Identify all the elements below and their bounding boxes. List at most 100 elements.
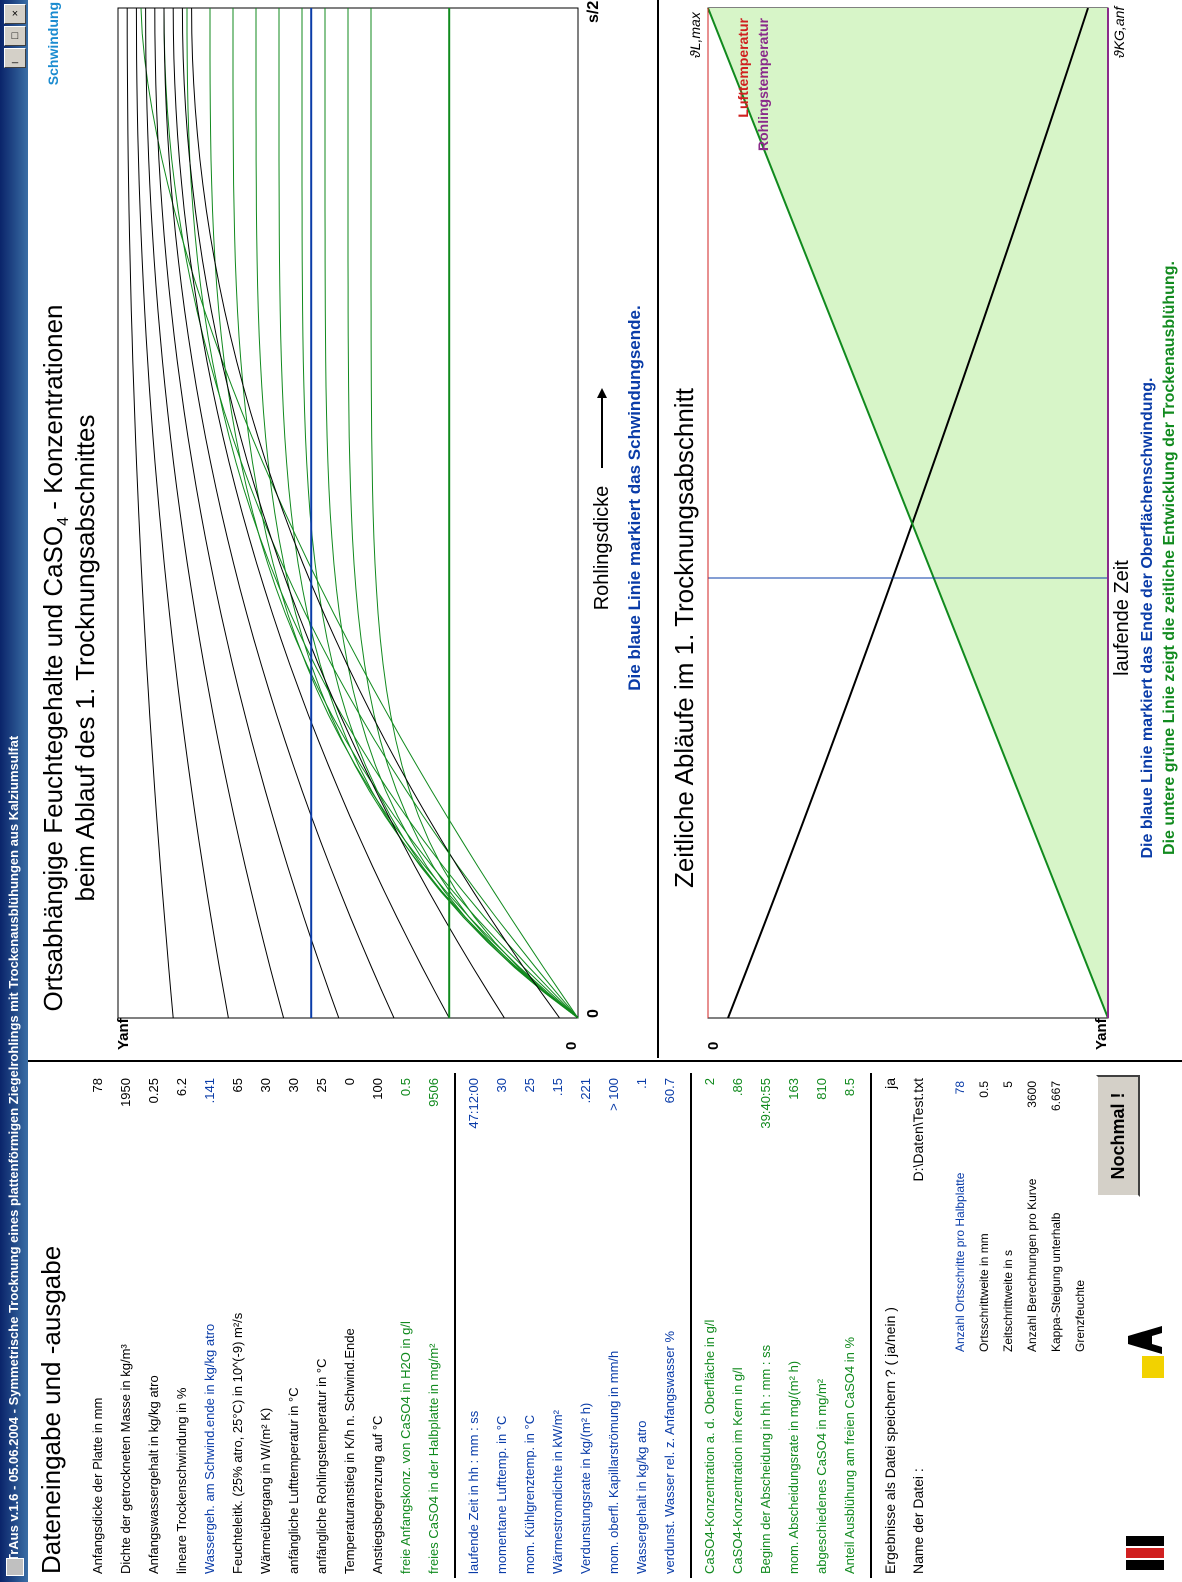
row-value[interactable]: 3600 <box>1025 1081 1039 1108</box>
table-row: freies CaSO4 in der Halbplatte in mg/m² 9… <box>420 1074 448 1574</box>
charts-svg: Ortsabhängige Feuchtegehalte und CaSO4 -… <box>38 0 1178 1058</box>
save-answer-input[interactable]: ja <box>882 1078 898 1089</box>
app-content: Dateneingabe und -ausgabe Anfangsdicke d… <box>28 0 1182 1582</box>
table-row: mom. oberfl. Kapillarströmung in mm/h > 1… <box>600 1074 628 1574</box>
moisture-curve <box>727 7 1089 1019</box>
row-label: anfängliche Rohlingstemperatur in °C <box>314 1358 329 1574</box>
row-value[interactable]: 30 <box>286 1078 301 1093</box>
table-row: Beginn der Abscheidung in hh : mm : ss 39… <box>752 1074 780 1574</box>
table-row: Anzahl Berechnungen pro Kurve 3600 <box>1020 1077 1044 1352</box>
row-value[interactable]: 100 <box>370 1078 385 1100</box>
row-label: Anstiegsbegrenzung auf °C <box>370 1415 385 1574</box>
row-value: 8.5 <box>842 1078 857 1097</box>
table-row: Wärmeübergang in W/(m² K) 30 <box>252 1074 280 1574</box>
table-row: CaSO4-Konzentration im Kern in g/l .86 <box>724 1074 752 1574</box>
chart1-x-start: 0 <box>585 1009 602 1018</box>
window-controls: × □ _ <box>4 4 26 68</box>
row-value[interactable]: 0 <box>342 1078 357 1086</box>
row-label: Anfangsdicke der Platte in mm <box>90 1397 105 1574</box>
table-row: anfängliche Lufttemperatur in °C 30 <box>280 1074 308 1574</box>
chart2-y-top-black: 0 <box>705 1042 722 1050</box>
row-value: 163 <box>786 1078 801 1100</box>
row-value: .1 <box>634 1078 649 1089</box>
row-value[interactable]: 5 <box>1001 1081 1015 1088</box>
divider <box>870 1073 872 1578</box>
row-label: mom. Kühlgrenztemp. in °C <box>522 1414 537 1574</box>
chart2-theta-top: ϑL,max <box>687 11 703 58</box>
chart1-curves <box>117 7 579 1019</box>
moisture-curve <box>163 7 395 1019</box>
table-row: mom. Abscheidungsrate in mg/(m² h) 163 <box>780 1074 808 1574</box>
table-row: Zeitschrittweite in s 5 <box>996 1077 1020 1352</box>
row-label: Zeitschrittweite in s <box>1001 1249 1015 1352</box>
io-heading: Dateneingabe und -ausgabe <box>36 1245 66 1574</box>
charts-area: Ortsabhängige Feuchtegehalte und CaSO4 -… <box>28 0 1182 1058</box>
concentration-curve <box>370 8 579 1019</box>
moisture-curve <box>126 8 174 1019</box>
row-value[interactable]: 65 <box>230 1078 245 1093</box>
row-label: Wassergeh. am Schwind.ende in kg/kg atro <box>202 1323 217 1574</box>
row-value[interactable]: 78 <box>953 1081 967 1095</box>
chart1-note: Die blaue Linie markiert das Schwindungs… <box>625 305 644 690</box>
row-label: freies CaSO4 in der Halbplatte in mg/m² <box>426 1343 441 1574</box>
row-label: Anfangswassergehalt in kg/kg atro <box>146 1375 161 1574</box>
row-value[interactable]: 25 <box>314 1078 329 1093</box>
filename-input[interactable]: D:\Daten\Test.txt <box>910 1078 926 1182</box>
concentration-curve <box>278 8 579 1019</box>
chart1-xlabel: Rohlingsdicke <box>591 486 613 611</box>
concentration-curve <box>301 8 579 1019</box>
row-value: 47:12:00 <box>466 1078 481 1129</box>
divider <box>454 1073 456 1578</box>
table-row: abgeschiedenes CaSO4 in mg/m² 810 <box>808 1074 836 1574</box>
row-label: Anzahl Ortsschritte pro Halbplatte <box>953 1172 967 1352</box>
chart2-note2: Die untere grüne Linie zeigt die zeitlic… <box>1161 261 1178 855</box>
row-value[interactable]: 6.2 <box>174 1078 189 1097</box>
params-table: Anzahl Ortsschritte pro Halbplatte 78 Orts… <box>948 1077 1087 1352</box>
chart1: Ortsabhängige Feuchtegehalte und CaSO4 -… <box>38 1 644 1050</box>
close-icon[interactable]: × <box>4 4 26 24</box>
maximize-icon[interactable]: □ <box>4 26 26 46</box>
row-value: 25 <box>522 1078 537 1093</box>
row-label: Wärmeübergang in W/(m² K) <box>258 1407 273 1574</box>
row-value[interactable]: .141 <box>202 1078 217 1104</box>
row-label: Kappa-Steigung unterhalb Grenzfeuchte <box>1049 1212 1087 1352</box>
table-row: Kappa-Steigung unterhalb Grenzfeuchte 6.6… <box>1044 1077 1087 1352</box>
row-value[interactable]: 0.5 <box>398 1078 413 1097</box>
row-label: Temperaturanstieg in K/h n. Schwind.Ende <box>342 1328 357 1574</box>
row-value[interactable]: 1950 <box>118 1078 133 1107</box>
row-value: 810 <box>814 1078 829 1100</box>
row-value[interactable]: 78 <box>90 1078 105 1093</box>
concentration-curve <box>707 7 1109 1019</box>
row-label: laufende Zeit in hh : mm : ss <box>466 1410 481 1574</box>
row-value[interactable]: 9506 <box>426 1078 441 1107</box>
table-row: Wassergehalt in kg/kg atro .1 <box>628 1074 656 1574</box>
window-title: TrAus v.1.6 - 05.06.2004 - Symmetrische … <box>6 735 21 1562</box>
table-row: Anteil Ausblühung am freien CaSO4 in % 8.… <box>836 1074 864 1574</box>
concentration-curve <box>324 8 579 1019</box>
row-value: 2 <box>702 1078 717 1086</box>
row-label: verdunst. Wasser rel. z. Anfangswasser % <box>662 1330 677 1574</box>
minimize-icon[interactable]: _ <box>4 48 26 68</box>
table-row: Wassergeh. am Schwind.ende in kg/kg atro… <box>196 1074 224 1574</box>
table-row: anfängliche Rohlingstemperatur in °C 25 <box>308 1074 336 1574</box>
concentration-curve <box>209 8 579 1019</box>
row-label: Anteil Ausblühung am freien CaSO4 in % <box>842 1336 857 1574</box>
row-value[interactable]: 0.25 <box>146 1078 161 1104</box>
chart1-right-label: Schwindung <box>45 2 61 85</box>
row-label: Verdunstungsrate in kg/(m² h) <box>578 1402 593 1574</box>
row-value[interactable]: 0.5 <box>977 1081 991 1098</box>
table-row: laufende Zeit in hh : mm : ss 47:12:00 <box>460 1074 488 1574</box>
table-row: Temperaturanstieg in K/h n. Schwind.Ende… <box>336 1074 364 1574</box>
app-icon <box>6 1558 24 1576</box>
table-row: Feuchteleitk. (25% atro, 25°C) in 10^(-9… <box>224 1074 252 1574</box>
row-value[interactable]: 6.667 <box>1049 1081 1063 1112</box>
table-row: Verdunstungsrate in kg/(m² h) .221 <box>572 1074 600 1574</box>
row-value[interactable]: 30 <box>258 1078 273 1093</box>
chart2-y-zero-black: Yanf <box>1093 1017 1110 1050</box>
row-label: Wassergehalt in kg/kg atro <box>634 1420 649 1574</box>
chart1-title-line1: Ortsabhängige Feuchtegehalte und CaSO4 -… <box>38 304 72 1011</box>
titlebar: × □ _ TrAus v.1.6 - 05.06.2004 - Symmetr… <box>0 0 28 1582</box>
row-label: lineare Trockenschwindung in % <box>174 1387 189 1574</box>
nochmal-button[interactable]: Nochmal ! <box>1096 1075 1140 1197</box>
table-row: CaSO4-Konzentration a. d. Oberfläche in … <box>696 1074 724 1574</box>
